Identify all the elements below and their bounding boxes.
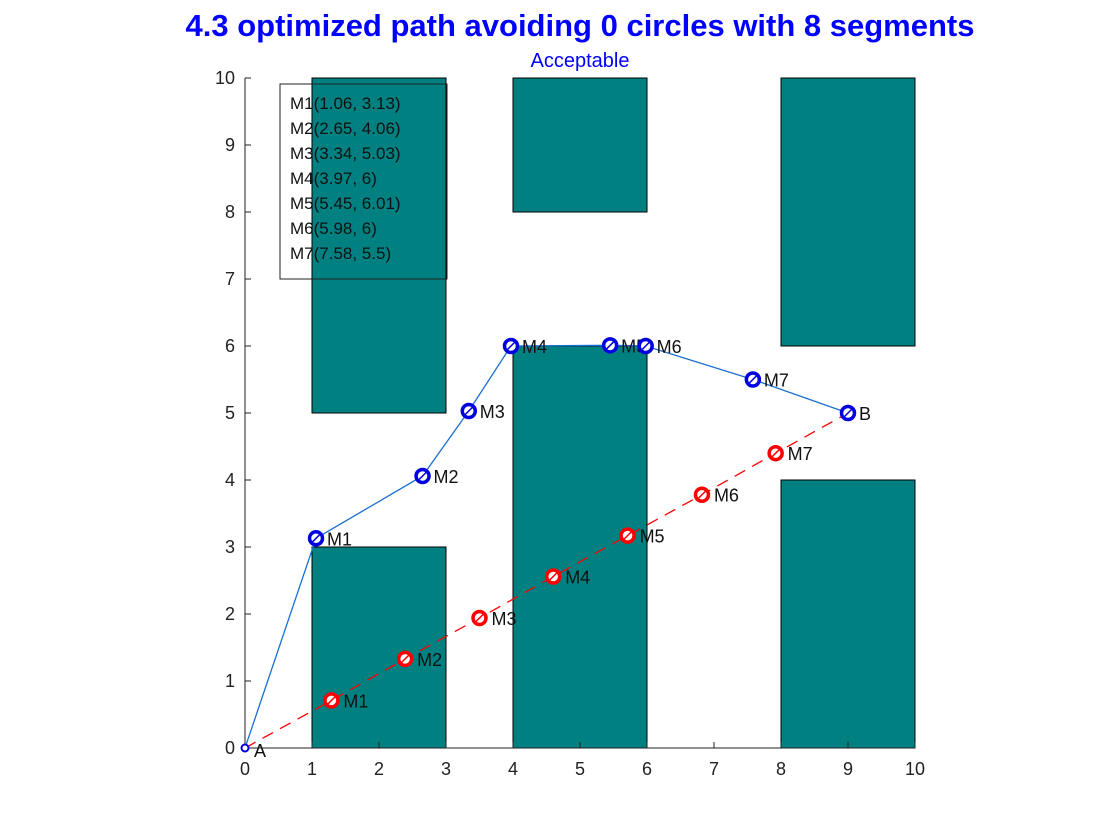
y-tick-label: 6 — [225, 336, 235, 356]
optimized-path-label: M2 — [434, 467, 459, 487]
x-tick-label: 0 — [240, 759, 250, 779]
obstacle-rect-4 — [512, 77, 648, 213]
optimized-path-label: M3 — [480, 402, 505, 422]
straight-path-point-slash — [327, 696, 336, 705]
obstacle-rect-3 — [512, 345, 648, 749]
y-tick-label: 10 — [215, 68, 235, 88]
legend-entry: M1(1.06, 3.13) — [290, 94, 401, 113]
legend-entry: M6(5.98, 6) — [290, 219, 377, 238]
obstacles-layer — [311, 77, 916, 749]
y-tick-label: 7 — [225, 269, 235, 289]
optimized-path-point-slash — [506, 341, 516, 351]
legend-entry: M4(3.97, 6) — [290, 169, 377, 188]
x-tick-label: 9 — [843, 759, 853, 779]
optimized-path-label: M4 — [522, 337, 547, 357]
straight-path-point-slash — [697, 490, 706, 499]
x-tick-label: 8 — [776, 759, 786, 779]
x-tick-label: 1 — [307, 759, 317, 779]
obstacle-rect-5 — [780, 479, 916, 749]
axes-layer: 0 1 2 3 4 5 6 7 8 9 10 0 1 2 3 4 5 6 7 8 9 10 — [215, 68, 925, 779]
x-tick-label: 10 — [905, 759, 925, 779]
y-tick-label: 0 — [225, 738, 235, 758]
optimized-path-label: M7 — [764, 371, 789, 391]
y-tick-label: 8 — [225, 202, 235, 222]
y-tick-label: 3 — [225, 537, 235, 557]
optimized-path-point-slash — [606, 341, 615, 350]
legend-entry: M2(2.65, 4.06) — [290, 119, 401, 138]
optimized-path-point-slash — [418, 471, 427, 481]
straight-path-point-slash — [623, 531, 632, 540]
x-tick-label: 4 — [508, 759, 518, 779]
chart-subtitle: Acceptable — [530, 50, 630, 72]
straight-path-label: M3 — [492, 609, 517, 629]
legend-entry: M5(5.45, 6.01) — [290, 194, 401, 213]
obstacle-rect-1 — [311, 546, 447, 749]
straight-path-label: M6 — [714, 486, 739, 506]
y-tick-label: 2 — [225, 604, 235, 624]
straight-path-point-slash — [401, 654, 410, 663]
legend: M1(1.06, 3.13) M2(2.65, 4.06) M3(3.34, 5.0… — [279, 83, 448, 280]
optimized-path-point-slash — [748, 375, 757, 384]
chart-title: 4.3 optimized path avoiding 0 circles wi… — [185, 8, 975, 43]
straight-path-line — [244, 412, 849, 749]
x-tick-label: 3 — [441, 759, 451, 779]
y-tick-label: 9 — [225, 135, 235, 155]
end-point-label: B — [859, 404, 871, 424]
obstacle-rect-2 — [311, 77, 447, 414]
straight-path-label: M4 — [565, 567, 590, 587]
optimized-path-label: M6 — [657, 337, 682, 357]
y-tick-label: 1 — [225, 671, 235, 691]
straight-path-label: M1 — [343, 691, 368, 711]
straight-path-point-slash — [771, 449, 780, 458]
start-point-label: A — [254, 741, 266, 761]
optimized-path-point-slash — [641, 341, 650, 351]
straight-path-label: M7 — [788, 444, 813, 464]
straight-path-point-slash — [475, 613, 484, 623]
x-tick-label: 5 — [575, 759, 585, 779]
x-tick-label: 2 — [374, 759, 384, 779]
optimized-path-point-slash — [311, 534, 321, 543]
y-tick-label: 4 — [225, 470, 235, 490]
optimized-path-point-slash — [843, 408, 853, 418]
x-tick-label: 6 — [642, 759, 652, 779]
x-tick-label: 7 — [709, 759, 719, 779]
straight-path-point-slash — [549, 572, 558, 581]
straight-path-label: M5 — [640, 527, 665, 547]
straight-path-label: M2 — [417, 650, 442, 670]
legend-entry: M3(3.34, 5.03) — [290, 144, 401, 163]
legend-box — [279, 83, 448, 280]
y-tick-label: 5 — [225, 403, 235, 423]
obstacle-rect-6 — [780, 77, 916, 347]
optimized-path-point-slash — [464, 406, 473, 416]
start-point-marker — [240, 743, 250, 753]
legend-entry: M7(7.58, 5.5) — [290, 244, 391, 263]
optimized-path-label: M1 — [327, 529, 352, 549]
